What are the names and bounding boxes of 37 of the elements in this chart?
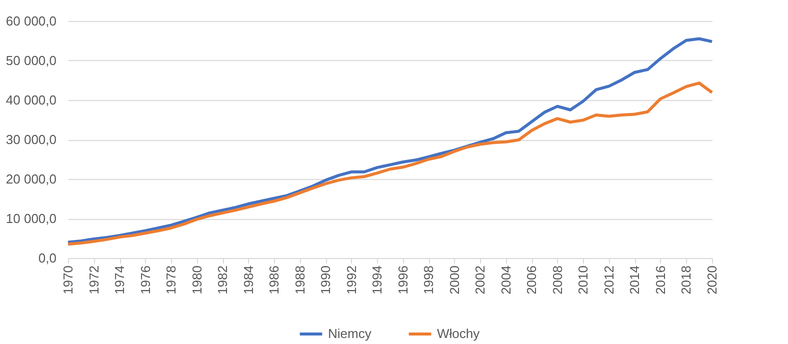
- x-tick-label: 1998: [421, 266, 436, 294]
- x-tick-label: 1984: [240, 266, 256, 294]
- x-tick-label: 1992: [344, 266, 359, 294]
- x-tick-label: 2006: [524, 266, 540, 294]
- line-series: [66, 82, 714, 246]
- y-tick-label: 60 000,0: [6, 14, 56, 28]
- x-tick-label: 1970: [60, 266, 76, 294]
- y-tick-label: 30 000,0: [6, 132, 56, 147]
- x-tick-label: 2000: [446, 266, 462, 294]
- x-tick-label: 2016: [652, 266, 668, 294]
- x-tick-label: 2004: [498, 266, 514, 294]
- x-tick-label: 2018: [678, 266, 694, 294]
- x-tick-label: 2002: [472, 266, 488, 294]
- x-tick-label: 2014: [627, 266, 642, 294]
- legend-label: Włochy: [437, 326, 480, 341]
- y-tick-label: 0,0: [38, 250, 56, 266]
- x-tick-label: 1972: [86, 266, 102, 294]
- x-tick-label: 1990: [318, 266, 334, 294]
- x-tick-label: 1976: [138, 266, 153, 294]
- x-tick-label: 1988: [292, 266, 308, 294]
- x-tick-label: 1994: [370, 266, 385, 294]
- y-tick-label: 10 000,0: [6, 211, 56, 226]
- x-tick-label: 2020: [704, 266, 720, 294]
- x-tick-label: 1986: [266, 266, 282, 294]
- y-tick-label: 50 000,0: [6, 53, 56, 68]
- x-tick-label: 1980: [189, 266, 204, 294]
- x-tick-label: 1982: [215, 266, 230, 294]
- x-tick-label: 1978: [164, 266, 179, 294]
- line-series: [66, 37, 714, 244]
- x-tick-label: 2008: [550, 266, 565, 294]
- y-tick-label: 40 000,0: [6, 92, 56, 108]
- legend-label: Niemcy: [328, 326, 372, 341]
- y-tick-label: 20 000,0: [6, 172, 56, 186]
- x-tick-label: 2012: [601, 266, 616, 294]
- x-tick-label: 2010: [576, 266, 591, 294]
- x-tick-label: 1996: [395, 266, 410, 294]
- x-tick-label: 1974: [112, 266, 128, 294]
